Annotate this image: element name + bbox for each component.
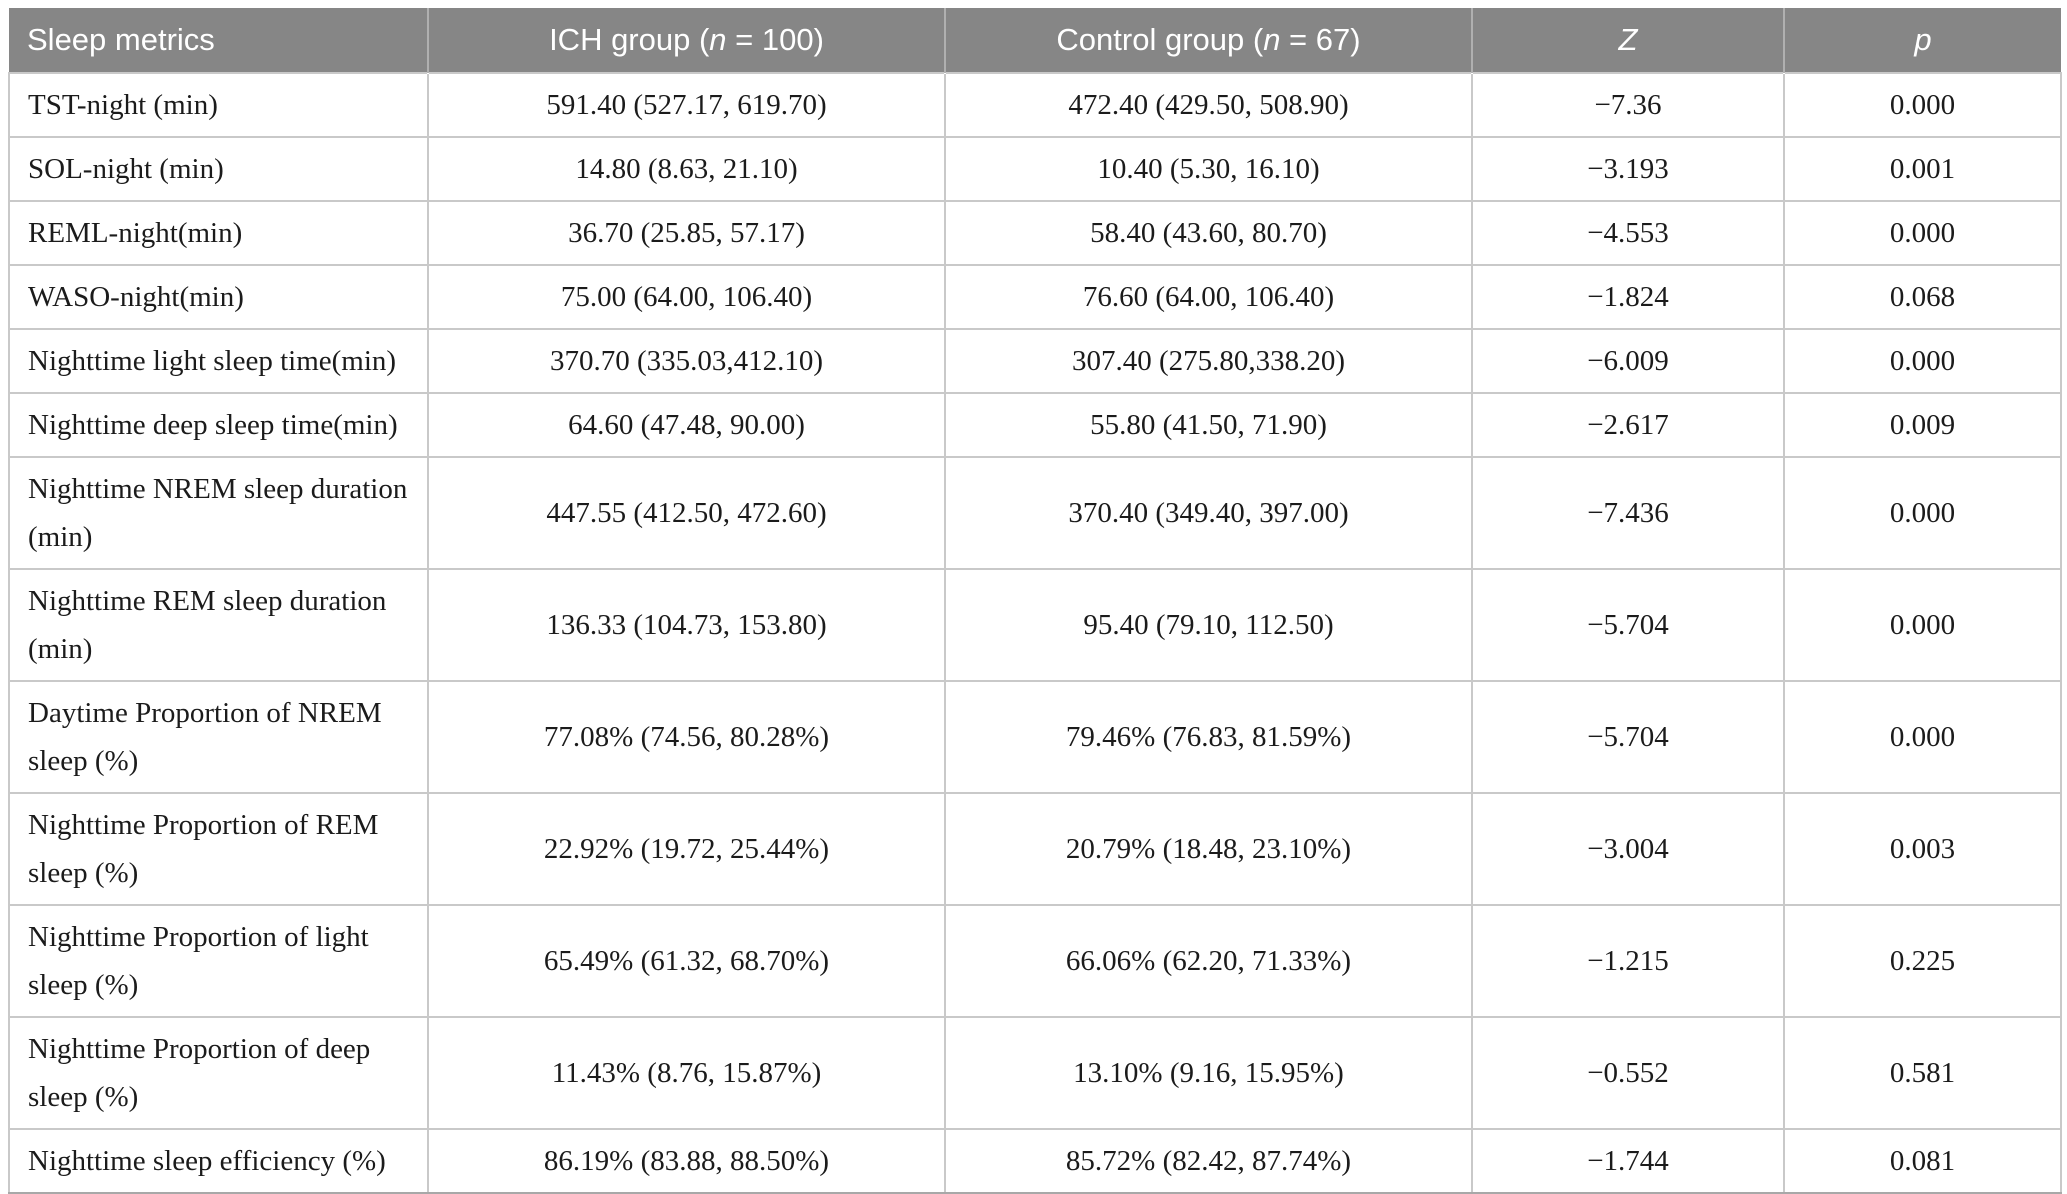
- cell-z-value: −7.436: [1471, 456, 1784, 569]
- cell-z-value: −3.004: [1471, 792, 1784, 905]
- cell-metric: TST-night (min): [8, 72, 428, 137]
- cell-p-value: 0.581: [1783, 1016, 2062, 1129]
- cell-control-value: 370.40 (349.40, 397.00): [944, 456, 1472, 569]
- cell-ich-value: 22.92% (19.72, 25.44%): [427, 792, 945, 905]
- cell-ich-value: 64.60 (47.48, 90.00): [427, 392, 945, 457]
- cell-control-value: 55.80 (41.50, 71.90): [944, 392, 1472, 457]
- cell-ich-value: 591.40 (527.17, 619.70): [427, 72, 945, 137]
- cell-z-value: −7.36: [1471, 72, 1784, 137]
- cell-p-value: 0.003: [1783, 792, 2062, 905]
- table-row: Nighttime REM sleep duration (min) 136.3…: [8, 568, 2062, 681]
- col-header-p: p: [1783, 8, 2061, 73]
- cell-p-value: 0.225: [1783, 904, 2062, 1017]
- cell-control-value: 76.60 (64.00, 106.40): [944, 264, 1472, 329]
- col-header-sleep-metrics: Sleep metrics: [9, 8, 428, 73]
- cell-z-value: −5.704: [1471, 568, 1784, 681]
- cell-control-value: 10.40 (5.30, 16.10): [944, 136, 1472, 201]
- cell-p-value: 0.081: [1783, 1128, 2062, 1194]
- table-row: SOL-night (min) 14.80 (8.63, 21.10) 10.4…: [8, 136, 2062, 201]
- cell-ich-value: 14.80 (8.63, 21.10): [427, 136, 945, 201]
- cell-ich-value: 65.49% (61.32, 68.70%): [427, 904, 945, 1017]
- cell-z-value: −6.009: [1471, 328, 1784, 393]
- header-text-prefix: Control group (: [1056, 22, 1264, 57]
- col-header-control-group: Control group (n = 67): [944, 8, 1472, 73]
- cell-metric: Nighttime REM sleep duration (min): [8, 568, 428, 681]
- table-row: REML-night(min) 36.70 (25.85, 57.17) 58.…: [8, 200, 2062, 265]
- cell-metric: Nighttime Proportion of REM sleep (%): [8, 792, 428, 905]
- table-row: TST-night (min) 591.40 (527.17, 619.70) …: [8, 72, 2062, 137]
- cell-ich-value: 136.33 (104.73, 153.80): [427, 568, 945, 681]
- table-row: Nighttime Proportion of light sleep (%) …: [8, 904, 2062, 1017]
- cell-control-value: 79.46% (76.83, 81.59%): [944, 680, 1472, 793]
- col-header-p-label: p: [1914, 22, 1932, 57]
- cell-control-value: 472.40 (429.50, 508.90): [944, 72, 1472, 137]
- header-text-suffix: = 100): [726, 22, 824, 57]
- cell-metric: WASO-night(min): [8, 264, 428, 329]
- table-row: Nighttime light sleep time(min) 370.70 (…: [8, 328, 2062, 393]
- cell-p-value: 0.068: [1783, 264, 2062, 329]
- table-body: TST-night (min) 591.40 (527.17, 619.70) …: [8, 72, 2062, 1194]
- cell-z-value: −1.744: [1471, 1128, 1784, 1194]
- header-text-suffix: = 67): [1280, 22, 1361, 57]
- cell-p-value: 0.001: [1783, 136, 2062, 201]
- cell-metric: Nighttime Proportion of light sleep (%): [8, 904, 428, 1017]
- table-row: Nighttime Proportion of REM sleep (%) 22…: [8, 792, 2062, 905]
- cell-metric: Nighttime NREM sleep duration (min): [8, 456, 428, 569]
- table-row: Daytime Proportion of NREM sleep (%) 77.…: [8, 680, 2062, 793]
- cell-p-value: 0.009: [1783, 392, 2062, 457]
- sleep-metrics-table: Sleep metrics ICH group (n = 100) Contro…: [8, 8, 2062, 1194]
- cell-ich-value: 11.43% (8.76, 15.87%): [427, 1016, 945, 1129]
- cell-z-value: −1.824: [1471, 264, 1784, 329]
- header-n-italic: n: [1263, 22, 1281, 57]
- header-text-prefix: ICH group (: [549, 22, 710, 57]
- cell-metric: SOL-night (min): [8, 136, 428, 201]
- cell-ich-value: 77.08% (74.56, 80.28%): [427, 680, 945, 793]
- cell-metric: Nighttime deep sleep time(min): [8, 392, 428, 457]
- header-n-italic: n: [709, 22, 727, 57]
- cell-p-value: 0.000: [1783, 328, 2062, 393]
- cell-metric: Nighttime Proportion of deep sleep (%): [8, 1016, 428, 1129]
- cell-control-value: 85.72% (82.42, 87.74%): [944, 1128, 1472, 1194]
- table-row: WASO-night(min) 75.00 (64.00, 106.40) 76…: [8, 264, 2062, 329]
- table-row: Nighttime NREM sleep duration (min) 447.…: [8, 456, 2062, 569]
- cell-metric: Nighttime light sleep time(min): [8, 328, 428, 393]
- cell-ich-value: 36.70 (25.85, 57.17): [427, 200, 945, 265]
- cell-control-value: 307.40 (275.80,338.20): [944, 328, 1472, 393]
- cell-ich-value: 75.00 (64.00, 106.40): [427, 264, 945, 329]
- col-header-ich-group: ICH group (n = 100): [427, 8, 945, 73]
- cell-z-value: −5.704: [1471, 680, 1784, 793]
- table-header: Sleep metrics ICH group (n = 100) Contro…: [9, 8, 2061, 73]
- cell-p-value: 0.000: [1783, 568, 2062, 681]
- cell-z-value: −1.215: [1471, 904, 1784, 1017]
- col-header-z: Z: [1471, 8, 1784, 73]
- table-row: Nighttime Proportion of deep sleep (%) 1…: [8, 1016, 2062, 1129]
- cell-ich-value: 86.19% (83.88, 88.50%): [427, 1128, 945, 1194]
- cell-z-value: −0.552: [1471, 1016, 1784, 1129]
- cell-z-value: −2.617: [1471, 392, 1784, 457]
- table-row: Nighttime deep sleep time(min) 64.60 (47…: [8, 392, 2062, 457]
- cell-control-value: 13.10% (9.16, 15.95%): [944, 1016, 1472, 1129]
- col-header-z-label: Z: [1618, 22, 1638, 57]
- cell-p-value: 0.000: [1783, 200, 2062, 265]
- cell-control-value: 20.79% (18.48, 23.10%): [944, 792, 1472, 905]
- cell-ich-value: 447.55 (412.50, 472.60): [427, 456, 945, 569]
- cell-p-value: 0.000: [1783, 680, 2062, 793]
- cell-control-value: 58.40 (43.60, 80.70): [944, 200, 1472, 265]
- table-header-row: Sleep metrics ICH group (n = 100) Contro…: [9, 8, 2061, 73]
- cell-p-value: 0.000: [1783, 72, 2062, 137]
- cell-p-value: 0.000: [1783, 456, 2062, 569]
- cell-control-value: 66.06% (62.20, 71.33%): [944, 904, 1472, 1017]
- table-row: Nighttime sleep efficiency (%) 86.19% (8…: [8, 1128, 2062, 1194]
- cell-z-value: −4.553: [1471, 200, 1784, 265]
- cell-control-value: 95.40 (79.10, 112.50): [944, 568, 1472, 681]
- cell-ich-value: 370.70 (335.03,412.10): [427, 328, 945, 393]
- col-header-label: Sleep metrics: [27, 22, 215, 57]
- cell-metric: Nighttime sleep efficiency (%): [8, 1128, 428, 1194]
- cell-metric: REML-night(min): [8, 200, 428, 265]
- cell-z-value: −3.193: [1471, 136, 1784, 201]
- cell-metric: Daytime Proportion of NREM sleep (%): [8, 680, 428, 793]
